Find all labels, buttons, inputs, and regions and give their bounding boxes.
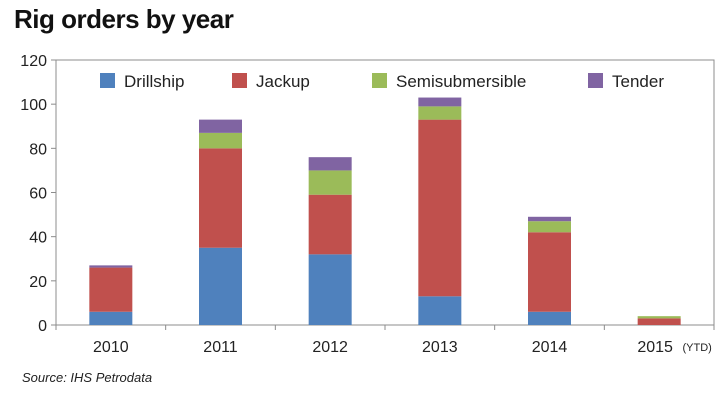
bar-jackup-2014 [528,232,571,312]
legend-swatch-drillship [100,73,115,88]
x-tick-note: (YTD) [683,342,712,354]
bar-semisubmersible-2015 [637,316,681,319]
bar-tender-2011 [199,119,242,133]
bar-semisubmersible-2012 [308,170,352,195]
bar-tender-2014 [528,216,571,222]
legend-label-drillship: Drillship [124,72,184,91]
bar-jackup-2013 [418,119,462,297]
legend-label-semisubmersible: Semisubmersible [396,72,526,91]
legend-swatch-semisubmersible [372,73,387,88]
plot-area: 0 20 40 60 80 100 120 2010 2011 2012 2013 2014 2015 (… [20,53,715,356]
bar-semisubmersible-2014 [528,221,571,233]
chart-title: Rig orders by year [14,4,234,34]
y-tick-label: 60 [29,186,47,203]
bar-drillship-2014 [528,311,571,325]
bar-jackup-2010 [89,267,133,312]
bar-semisubmersible-2011 [199,132,242,149]
y-tick-label: 0 [38,318,47,335]
legend-label-tender: Tender [612,72,664,91]
bar-jackup-2012 [308,194,352,255]
x-tick-label: 2013 [422,339,458,356]
bar-tender-2010 [89,265,133,268]
bar-tender-2012 [308,157,352,171]
legend-swatch-jackup [232,73,247,88]
bar-jackup-2015 [637,318,681,325]
y-tick-label: 80 [29,141,47,158]
bar-tender-2013 [418,97,462,107]
bar-semisubmersible-2013 [418,106,462,120]
legend-label-jackup: Jackup [256,72,310,91]
y-tick-label: 100 [20,97,47,114]
bar-jackup-2011 [199,148,242,248]
legend-swatch-tender [588,73,603,88]
x-tick-label: 2014 [532,339,568,356]
x-tick-label: 2011 [203,339,238,356]
bar-drillship-2013 [418,296,462,325]
y-tick-label: 120 [20,53,47,70]
y-tick-label: 20 [29,274,47,291]
x-tick-label: 2010 [93,339,129,356]
plot-frame [55,59,715,326]
source-note: Source: IHS Petrodata [22,370,153,385]
x-tick-label: 2015 [637,339,673,356]
x-tick-label: 2012 [312,339,348,356]
y-tick-label: 40 [29,230,47,247]
bar-drillship-2010 [89,311,133,325]
bar-drillship-2011 [199,247,242,325]
bar-drillship-2012 [308,254,352,325]
